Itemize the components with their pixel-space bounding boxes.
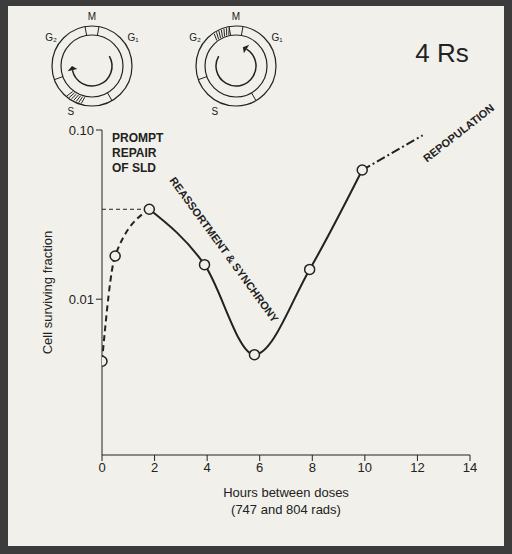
svg-text:G₂: G₂ [45, 32, 57, 43]
svg-text:14: 14 [463, 460, 477, 475]
svg-text:REPOPULATION: REPOPULATION [421, 101, 497, 164]
svg-text:0.01: 0.01 [69, 292, 94, 307]
svg-text:G₁: G₁ [127, 32, 139, 43]
svg-text:OF SLD: OF SLD [112, 161, 156, 175]
svg-text:6: 6 [256, 460, 263, 475]
svg-text:0: 0 [98, 460, 105, 475]
svg-text:G₂: G₂ [189, 32, 201, 43]
svg-text:PROMPT: PROMPT [112, 131, 164, 145]
svg-text:Cell surviving fraction: Cell surviving fraction [40, 231, 55, 355]
svg-text:REPAIR: REPAIR [112, 146, 157, 160]
svg-text:(747 and 804 rads): (747 and 804 rads) [231, 502, 341, 517]
svg-text:4 Rs: 4 Rs [415, 38, 468, 68]
svg-text:Hours between doses: Hours between doses [223, 485, 349, 500]
svg-text:2: 2 [151, 460, 158, 475]
svg-text:10: 10 [358, 460, 372, 475]
svg-text:12: 12 [410, 460, 424, 475]
svg-text:S: S [68, 106, 75, 117]
svg-text:REASSORTMENT & SYNCHRONY: REASSORTMENT & SYNCHRONY [167, 175, 281, 325]
svg-text:8: 8 [309, 460, 316, 475]
svg-text:G₁: G₁ [271, 32, 283, 43]
svg-text:4: 4 [204, 460, 211, 475]
svg-text:S: S [212, 106, 219, 117]
svg-text:M: M [88, 11, 96, 22]
svg-text:0.10: 0.10 [69, 123, 94, 138]
svg-text:M: M [232, 11, 240, 22]
